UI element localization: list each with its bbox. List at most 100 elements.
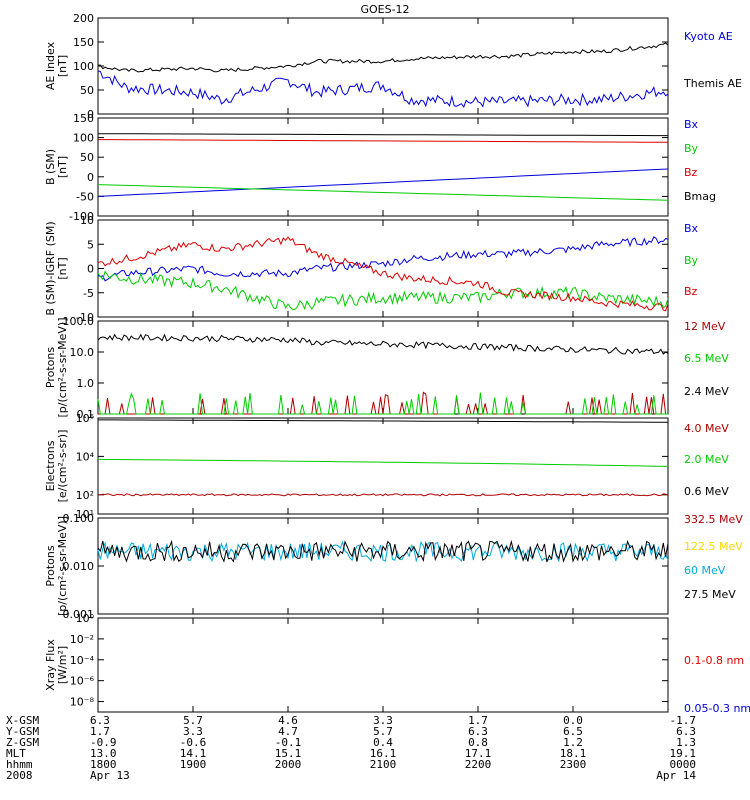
y-axis-label: Protons (44, 347, 57, 388)
legend-entry: 0.6 MeV (684, 485, 729, 498)
x-tick-value: 15.1 (275, 747, 302, 760)
x-row-label: Y-GSM (6, 725, 39, 738)
x-tick-value: 1.2 (563, 736, 583, 749)
x-tick-value: 4.6 (278, 714, 298, 727)
ytick-label: -100 (69, 210, 94, 223)
panel-frame (97, 617, 669, 713)
x-tick-value: 2300 (560, 758, 587, 771)
panel-2: -100 -50 0 50 100 150 B (SM) [nT] Bx By Bz Bmag (44, 112, 716, 223)
ytick-label: 50 (80, 151, 94, 164)
series-line (97, 458, 669, 467)
x-row-label: X-GSM (6, 714, 39, 727)
x-tick-value: 2000 (275, 758, 302, 771)
legend-entry: 0.05-0.3 nm (684, 702, 750, 715)
ytick-label: 150 (73, 112, 94, 125)
x-row-label: Z-GSM (6, 736, 39, 749)
legend-entry: 6.5 MeV (684, 352, 729, 365)
ytick-label: 10² (76, 489, 94, 502)
y-axis-label: [nT] (56, 257, 69, 279)
ytick-label: 0.010 (63, 560, 95, 573)
panel-7: 10⁰ 10⁻² 10⁻⁴ 10⁻⁶ 10⁻⁸ Xray Flux [W/m²] 0.1-0.… (44, 612, 750, 715)
y-axis-label: Protons (44, 545, 57, 586)
x-tick-value: Apr 13 (90, 769, 130, 782)
legend-entry: Kyoto AE (684, 30, 733, 43)
y-axis-label: [p/(cm²-s-sr-MeV)] (56, 318, 69, 418)
ytick-label: 10.0 (70, 346, 95, 359)
series-line (98, 419, 669, 423)
ytick-label: 10⁻² (70, 633, 94, 646)
series-line (97, 184, 669, 201)
ytick-label: -10 (76, 311, 94, 324)
legend-entry: 60 MeV (684, 564, 726, 577)
ytick-label: 0.1 (77, 408, 95, 421)
panel-4: 0.1 1.0 10.0 100.0 Protons [p/(cm²-s-sr-MeV)]… (44, 315, 729, 421)
legend-entry: Bz (684, 166, 698, 179)
panel-frame (97, 417, 669, 515)
x-tick-value: 6.3 (468, 725, 488, 738)
y-axis-label: B (SM) (44, 149, 57, 185)
y-axis-label: Xray Flux (44, 639, 57, 691)
x-tick-value: 1.7 (468, 714, 488, 727)
x-tick-value: -0.9 (90, 736, 117, 749)
legend-entry: 122.5 MeV (684, 540, 743, 553)
ytick-label: 150 (73, 36, 94, 49)
legend-entry: 27.5 MeV (684, 588, 736, 601)
x-tick-value: 18.1 (560, 747, 587, 760)
x-tick-value: 4.7 (278, 725, 298, 738)
series-line (97, 70, 669, 108)
series-line (98, 139, 669, 143)
series-line (97, 236, 669, 312)
ytick-label: 10 (80, 214, 94, 227)
x-tick-value: 1900 (180, 758, 207, 771)
ytick-label: 10⁶ (76, 412, 95, 425)
x-tick-value: -1.7 (670, 714, 697, 727)
ytick-label: 10⁴ (76, 450, 95, 463)
panel-frame (97, 320, 669, 415)
y-axis-label: [p/(cm²-s-sr-MeV)] (56, 516, 69, 616)
x-tick-value: 19.1 (670, 747, 697, 760)
legend-entry: Bx (684, 222, 699, 235)
x-tick-value: 3.3 (373, 714, 393, 727)
legend-entry: By (684, 142, 699, 155)
ytick-label: 200 (73, 12, 94, 25)
y-axis-label: [nT] (56, 55, 69, 77)
x-tick-value: 2100 (370, 758, 397, 771)
legend-entry: Bmag (684, 190, 716, 203)
panel-3: -10 -5 0 5 10 B (SM)-IGRF (SM) [nT] Bx By Bz (44, 214, 699, 324)
series-line (97, 333, 669, 355)
legend-entry: 2.0 MeV (684, 453, 729, 466)
panel-5: 10¹ 10² 10⁴ 10⁶ Electrons [e/(cm²-s-sr)] 4.0 M… (44, 412, 729, 521)
x-tick-value: 3.3 (183, 725, 203, 738)
x-tick-value: Apr 14 (656, 769, 696, 782)
legend-entry: 4.0 MeV (684, 422, 729, 435)
x-row-label: MLT (6, 747, 26, 760)
y-axis-label: B (SM)-IGRF (SM) (44, 221, 57, 315)
series-line (97, 539, 669, 563)
y-axis-label: AE Index (44, 41, 57, 90)
ytick-label: 10⁻⁶ (70, 675, 95, 688)
x-tick-value: 0.0 (563, 714, 583, 727)
x-tick-value: 5.7 (183, 714, 203, 727)
series-line (97, 236, 669, 282)
x-tick-value: 1800 (90, 758, 117, 771)
legend-entry: Bx (684, 118, 699, 131)
ytick-label: 10¹ (76, 508, 94, 521)
series-line (97, 493, 669, 497)
x-axis: X-GSMY-GSMZ-GSMMLThhmm20086.31.7-0.913.0… (6, 714, 696, 782)
x-tick-value: 16.1 (370, 747, 397, 760)
legend-entry: 332.5 MeV (684, 513, 743, 526)
x-tick-value: 13.0 (90, 747, 117, 760)
x-tick-value: 6.5 (563, 725, 583, 738)
x-row-label: 2008 (6, 769, 33, 782)
ytick-label: 10⁻⁸ (70, 696, 95, 709)
ytick-label: 100 (73, 60, 94, 73)
y-axis-label: [W/m²] (56, 646, 69, 684)
ytick-label: 1.0 (77, 377, 95, 390)
legend-entry: By (684, 254, 699, 267)
x-tick-value: 5.7 (373, 725, 393, 738)
ytick-label: 0.100 (63, 512, 95, 525)
series-line (98, 133, 668, 137)
ytick-label: 100.0 (63, 315, 95, 328)
x-tick-value: 6.3 (90, 714, 110, 727)
panel-frame (97, 219, 669, 318)
